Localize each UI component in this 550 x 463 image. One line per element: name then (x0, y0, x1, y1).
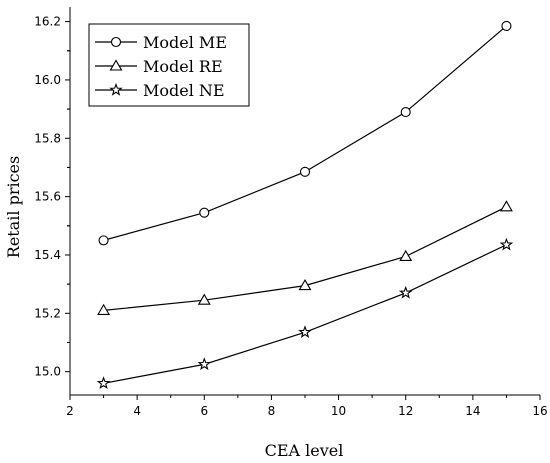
data-point-model-re (197, 293, 211, 305)
x-tick-label: 2 (66, 404, 74, 418)
legend-label-model-re: Model RE (143, 57, 223, 76)
series-line-model-re (103, 206, 507, 311)
data-point-model-me (199, 207, 210, 218)
y-tick-label: 15.8 (34, 131, 61, 145)
data-point-model-ne (298, 325, 312, 339)
legend: Model ME Model RE Model NE (88, 23, 250, 107)
axes: 2 4 6 8 10 12 14 16 15.0 15.2 15.4 15.6 15.8 16.0 16.2 (34, 7, 548, 418)
y-tick-label: 15.6 (34, 190, 61, 204)
legend-marker-model-re (109, 59, 123, 71)
data-point-model-me (299, 166, 311, 177)
series-layer (96, 20, 514, 390)
x-tick-label: 16 (532, 404, 547, 418)
x-tick-label: 10 (331, 404, 346, 418)
x-tick-label: 6 (200, 404, 208, 418)
data-point-model-re (298, 279, 312, 291)
legend-marker-model-me (110, 36, 122, 48)
data-point-model-me (501, 20, 512, 32)
data-point-model-re (97, 303, 111, 315)
legend-label-model-me: Model ME (143, 33, 227, 52)
data-point-model-me (400, 106, 411, 118)
data-point-model-re (499, 200, 513, 212)
x-tick-label: 4 (133, 404, 141, 418)
series-model-me (98, 20, 512, 246)
data-point-model-ne (499, 237, 514, 251)
y-tick-label: 15.2 (34, 306, 61, 320)
x-tick-label: 14 (465, 404, 480, 418)
y-tick-label: 15.4 (34, 248, 61, 262)
x-tick-label: 12 (398, 404, 413, 418)
x-axis-title: CEA level (265, 441, 344, 460)
series-line-model-ne (103, 244, 507, 384)
y-axis-title: Retail prices (4, 156, 23, 258)
series-model-re (97, 200, 513, 315)
legend-marker-model-ne (109, 82, 123, 96)
data-point-model-ne (197, 357, 212, 371)
y-tick-label: 15.0 (34, 365, 61, 379)
data-point-model-ne (96, 376, 111, 390)
series-model-ne (96, 237, 514, 390)
data-point-model-re (399, 249, 413, 261)
x-tick-label: 8 (268, 404, 276, 418)
y-tick-label: 16.2 (34, 15, 61, 29)
y-tick-label: 16.0 (34, 73, 61, 87)
data-point-model-ne (398, 285, 413, 299)
legend-label-model-ne: Model NE (143, 81, 225, 100)
data-point-model-me (98, 235, 109, 246)
